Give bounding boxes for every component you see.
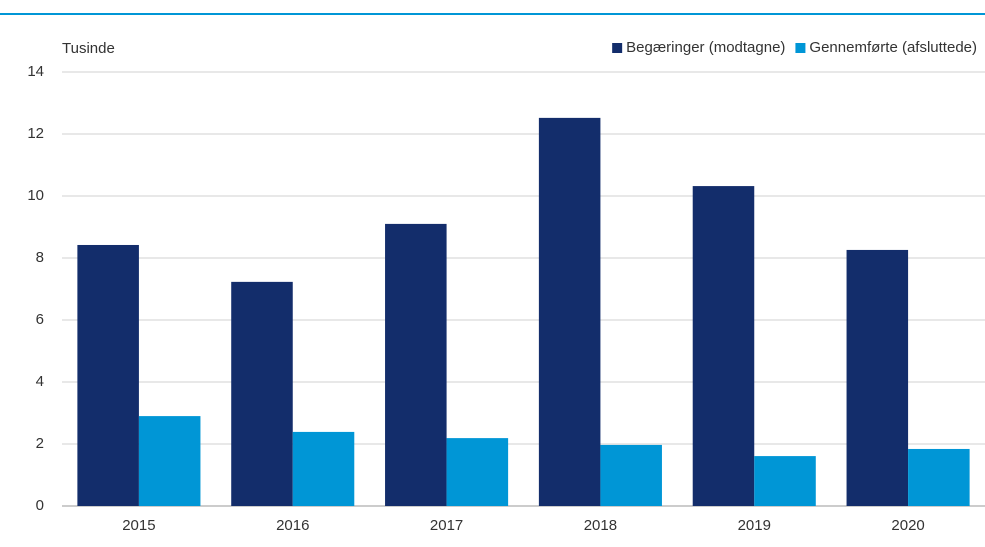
bar bbox=[538, 117, 601, 506]
x-tick-label: 2018 bbox=[584, 517, 617, 534]
y-tick-label: 14 bbox=[27, 63, 44, 80]
y-tick-label: 2 bbox=[36, 435, 44, 452]
x-tick-label: 2015 bbox=[122, 517, 155, 534]
y-axis-label: Tusinde bbox=[62, 40, 115, 57]
bar bbox=[292, 431, 355, 506]
y-tick-label: 6 bbox=[36, 311, 44, 328]
y-tick-label: 4 bbox=[36, 373, 44, 390]
legend-swatch bbox=[795, 43, 806, 53]
bar bbox=[385, 223, 447, 506]
legend-label: Gennemførte (afsluttede) bbox=[809, 39, 977, 56]
bar bbox=[138, 416, 201, 506]
bar bbox=[846, 249, 909, 506]
x-tick-label: 2017 bbox=[430, 517, 463, 534]
bar bbox=[446, 438, 509, 506]
legend-label: Begæringer (modtagne) bbox=[626, 39, 785, 56]
y-tick-label: 8 bbox=[36, 249, 44, 266]
bar bbox=[908, 448, 970, 506]
legend-swatch bbox=[612, 43, 623, 53]
y-tick-label: 12 bbox=[27, 125, 44, 142]
y-tick-label: 0 bbox=[36, 497, 44, 514]
x-tick-label: 2016 bbox=[276, 517, 309, 534]
bar bbox=[600, 444, 662, 506]
bar bbox=[754, 456, 816, 506]
bar bbox=[77, 244, 139, 507]
y-tick-label: 10 bbox=[27, 187, 44, 204]
bar bbox=[231, 281, 293, 506]
x-tick-label: 2019 bbox=[738, 517, 771, 534]
x-tick-label: 2020 bbox=[891, 517, 924, 534]
bar bbox=[692, 186, 755, 506]
